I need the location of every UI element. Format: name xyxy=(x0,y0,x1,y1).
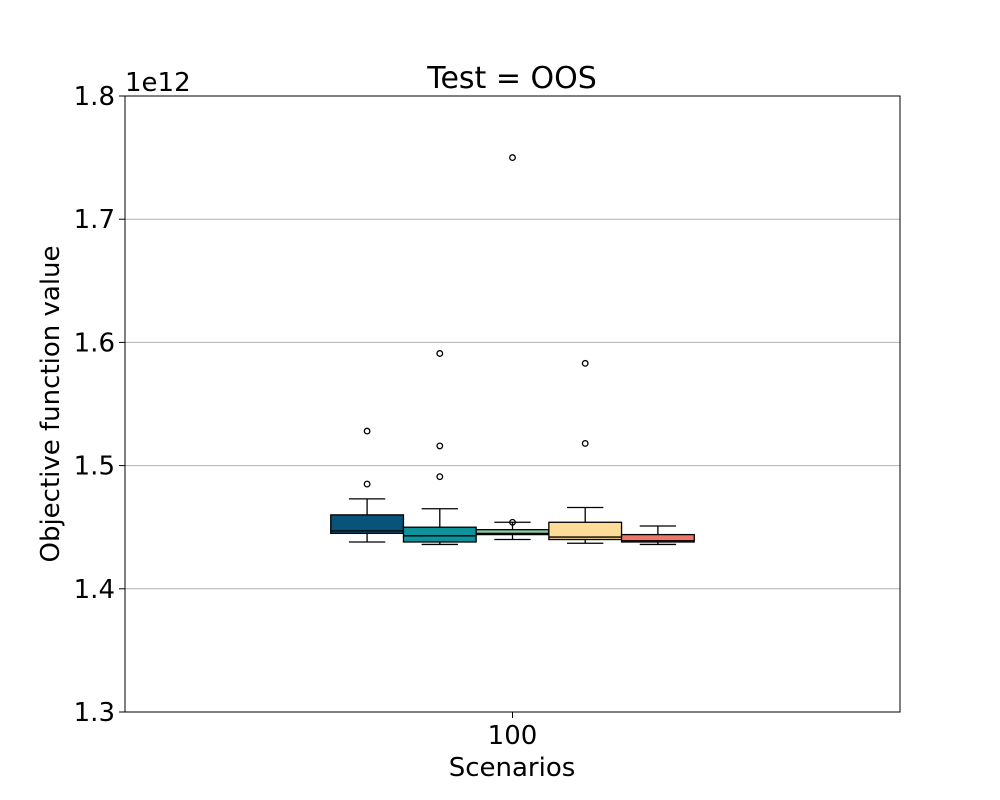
x-axis-label: Scenarios xyxy=(449,753,576,783)
box-1 xyxy=(330,427,405,543)
outlier-point xyxy=(436,473,444,481)
boxes xyxy=(330,154,695,546)
y-tick-label: 1.7 xyxy=(74,205,115,235)
y-tick-label: 1.4 xyxy=(74,575,115,605)
box-2 xyxy=(402,350,477,546)
outlier-point xyxy=(436,350,444,357)
y-tick-label: 1.3 xyxy=(74,698,115,728)
outlier-point xyxy=(509,154,516,162)
box-body xyxy=(548,521,623,541)
chart-title: Test = OOS xyxy=(426,61,597,96)
x-axis-ticks: 100 xyxy=(488,712,538,751)
box-5 xyxy=(620,525,695,546)
y-offset-label: 1e12 xyxy=(125,68,191,98)
outlier-point xyxy=(581,439,589,447)
box-body xyxy=(330,514,405,535)
gridlines xyxy=(125,95,900,713)
box-body xyxy=(620,533,695,543)
outlier-point xyxy=(436,442,444,450)
outlier-point xyxy=(363,480,371,488)
box-3 xyxy=(475,154,550,541)
y-tick-label: 1.5 xyxy=(74,452,115,482)
plot-frame xyxy=(124,95,901,713)
y-tick-label: 1.6 xyxy=(74,328,115,358)
x-tick-label: 100 xyxy=(488,721,538,751)
box-4 xyxy=(548,359,623,544)
y-tick-label: 1.8 xyxy=(74,82,115,112)
outlier-point xyxy=(509,518,516,526)
box-body xyxy=(402,526,477,543)
outlier-point xyxy=(363,427,371,435)
outlier-point xyxy=(581,359,589,367)
y-axis-ticks: 1.3 1.4 1.5 1.6 1.7 1.8 xyxy=(74,82,125,728)
y-axis-label: Objective function value xyxy=(36,245,66,562)
